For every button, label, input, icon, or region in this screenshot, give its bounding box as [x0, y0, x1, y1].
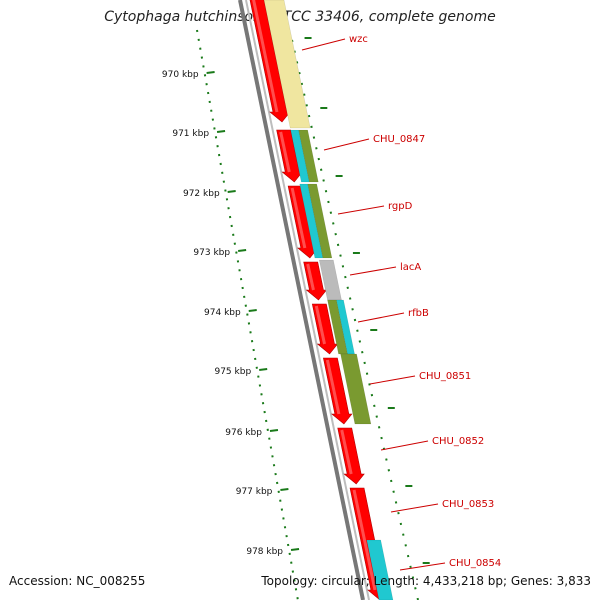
cds-highlight [314, 305, 326, 345]
gene-label: CHU_0854 [449, 558, 501, 569]
gene-leader-line [357, 312, 405, 323]
cds-highlight [290, 187, 307, 249]
gene-leader-line [380, 440, 429, 451]
cds-highlight [279, 131, 291, 173]
ruler-tick [216, 130, 226, 133]
cds-highlight [306, 263, 315, 291]
ruler-tick-label: 977 kbp [236, 487, 273, 497]
gene-label: CHU_0852 [432, 436, 484, 447]
ruler-tick [237, 249, 247, 252]
gene-label: CHU_0853 [442, 499, 494, 510]
map-title: Cytophaga hutchinsonii ATCC 33406, compl… [104, 9, 496, 25]
cog-band-olive [307, 183, 333, 259]
cog-band-yellow [263, 0, 311, 129]
ruler-tick [259, 368, 268, 371]
ruler-tick [280, 488, 289, 491]
ruler-tick-label: 974 kbp [204, 308, 241, 318]
cds-highlight [352, 489, 377, 591]
gene-label: rfbB [408, 308, 429, 319]
ruler-tick-label: 971 kbp [172, 129, 209, 139]
ruler-tick-label: 970 kbp [162, 70, 199, 80]
cog-band-olive [298, 129, 319, 183]
ruler-tick [248, 309, 257, 312]
ruler-tick [206, 71, 215, 74]
gene-leader-line [369, 375, 416, 385]
cog-band-cyan [366, 539, 394, 600]
ruler-tick-label: 975 kbp [214, 367, 251, 377]
gene-leader-line [349, 266, 397, 276]
ruler-tick [290, 548, 300, 551]
gene-leader-line [390, 503, 439, 513]
feature-ruler-line [291, 39, 419, 600]
gene-leader-line [337, 205, 385, 215]
gene-label: CHU_0847 [373, 134, 425, 145]
ruler-tick-label: 976 kbp [225, 428, 262, 438]
backbone-line [238, 0, 365, 600]
gene-leader-line [301, 38, 346, 51]
accession-text: Accession: NC_008255 [9, 574, 146, 588]
gene-leader-line [399, 562, 446, 571]
ruler-tick-label: 972 kbp [183, 189, 220, 199]
topology-summary: Topology: circular; Length: 4,433,218 bp… [261, 574, 591, 588]
gene-label: rgpD [388, 201, 413, 212]
ruler-tick [227, 190, 236, 193]
ruler-tick-label: 978 kbp [246, 547, 283, 557]
gene-label: lacA [400, 262, 421, 273]
gene-leader-line [323, 138, 370, 151]
ruler-line [196, 29, 299, 600]
cog-band-olive [340, 353, 372, 425]
gene-label: wzc [349, 34, 368, 45]
backbone-line-inner [245, 0, 370, 600]
gene-label: CHU_0851 [419, 371, 471, 382]
cds-highlight [252, 0, 279, 113]
cds-highlight [325, 359, 341, 415]
ruler-tick [269, 429, 279, 432]
cds-highlight [340, 429, 353, 475]
ruler-tick-label: 973 kbp [193, 248, 230, 258]
